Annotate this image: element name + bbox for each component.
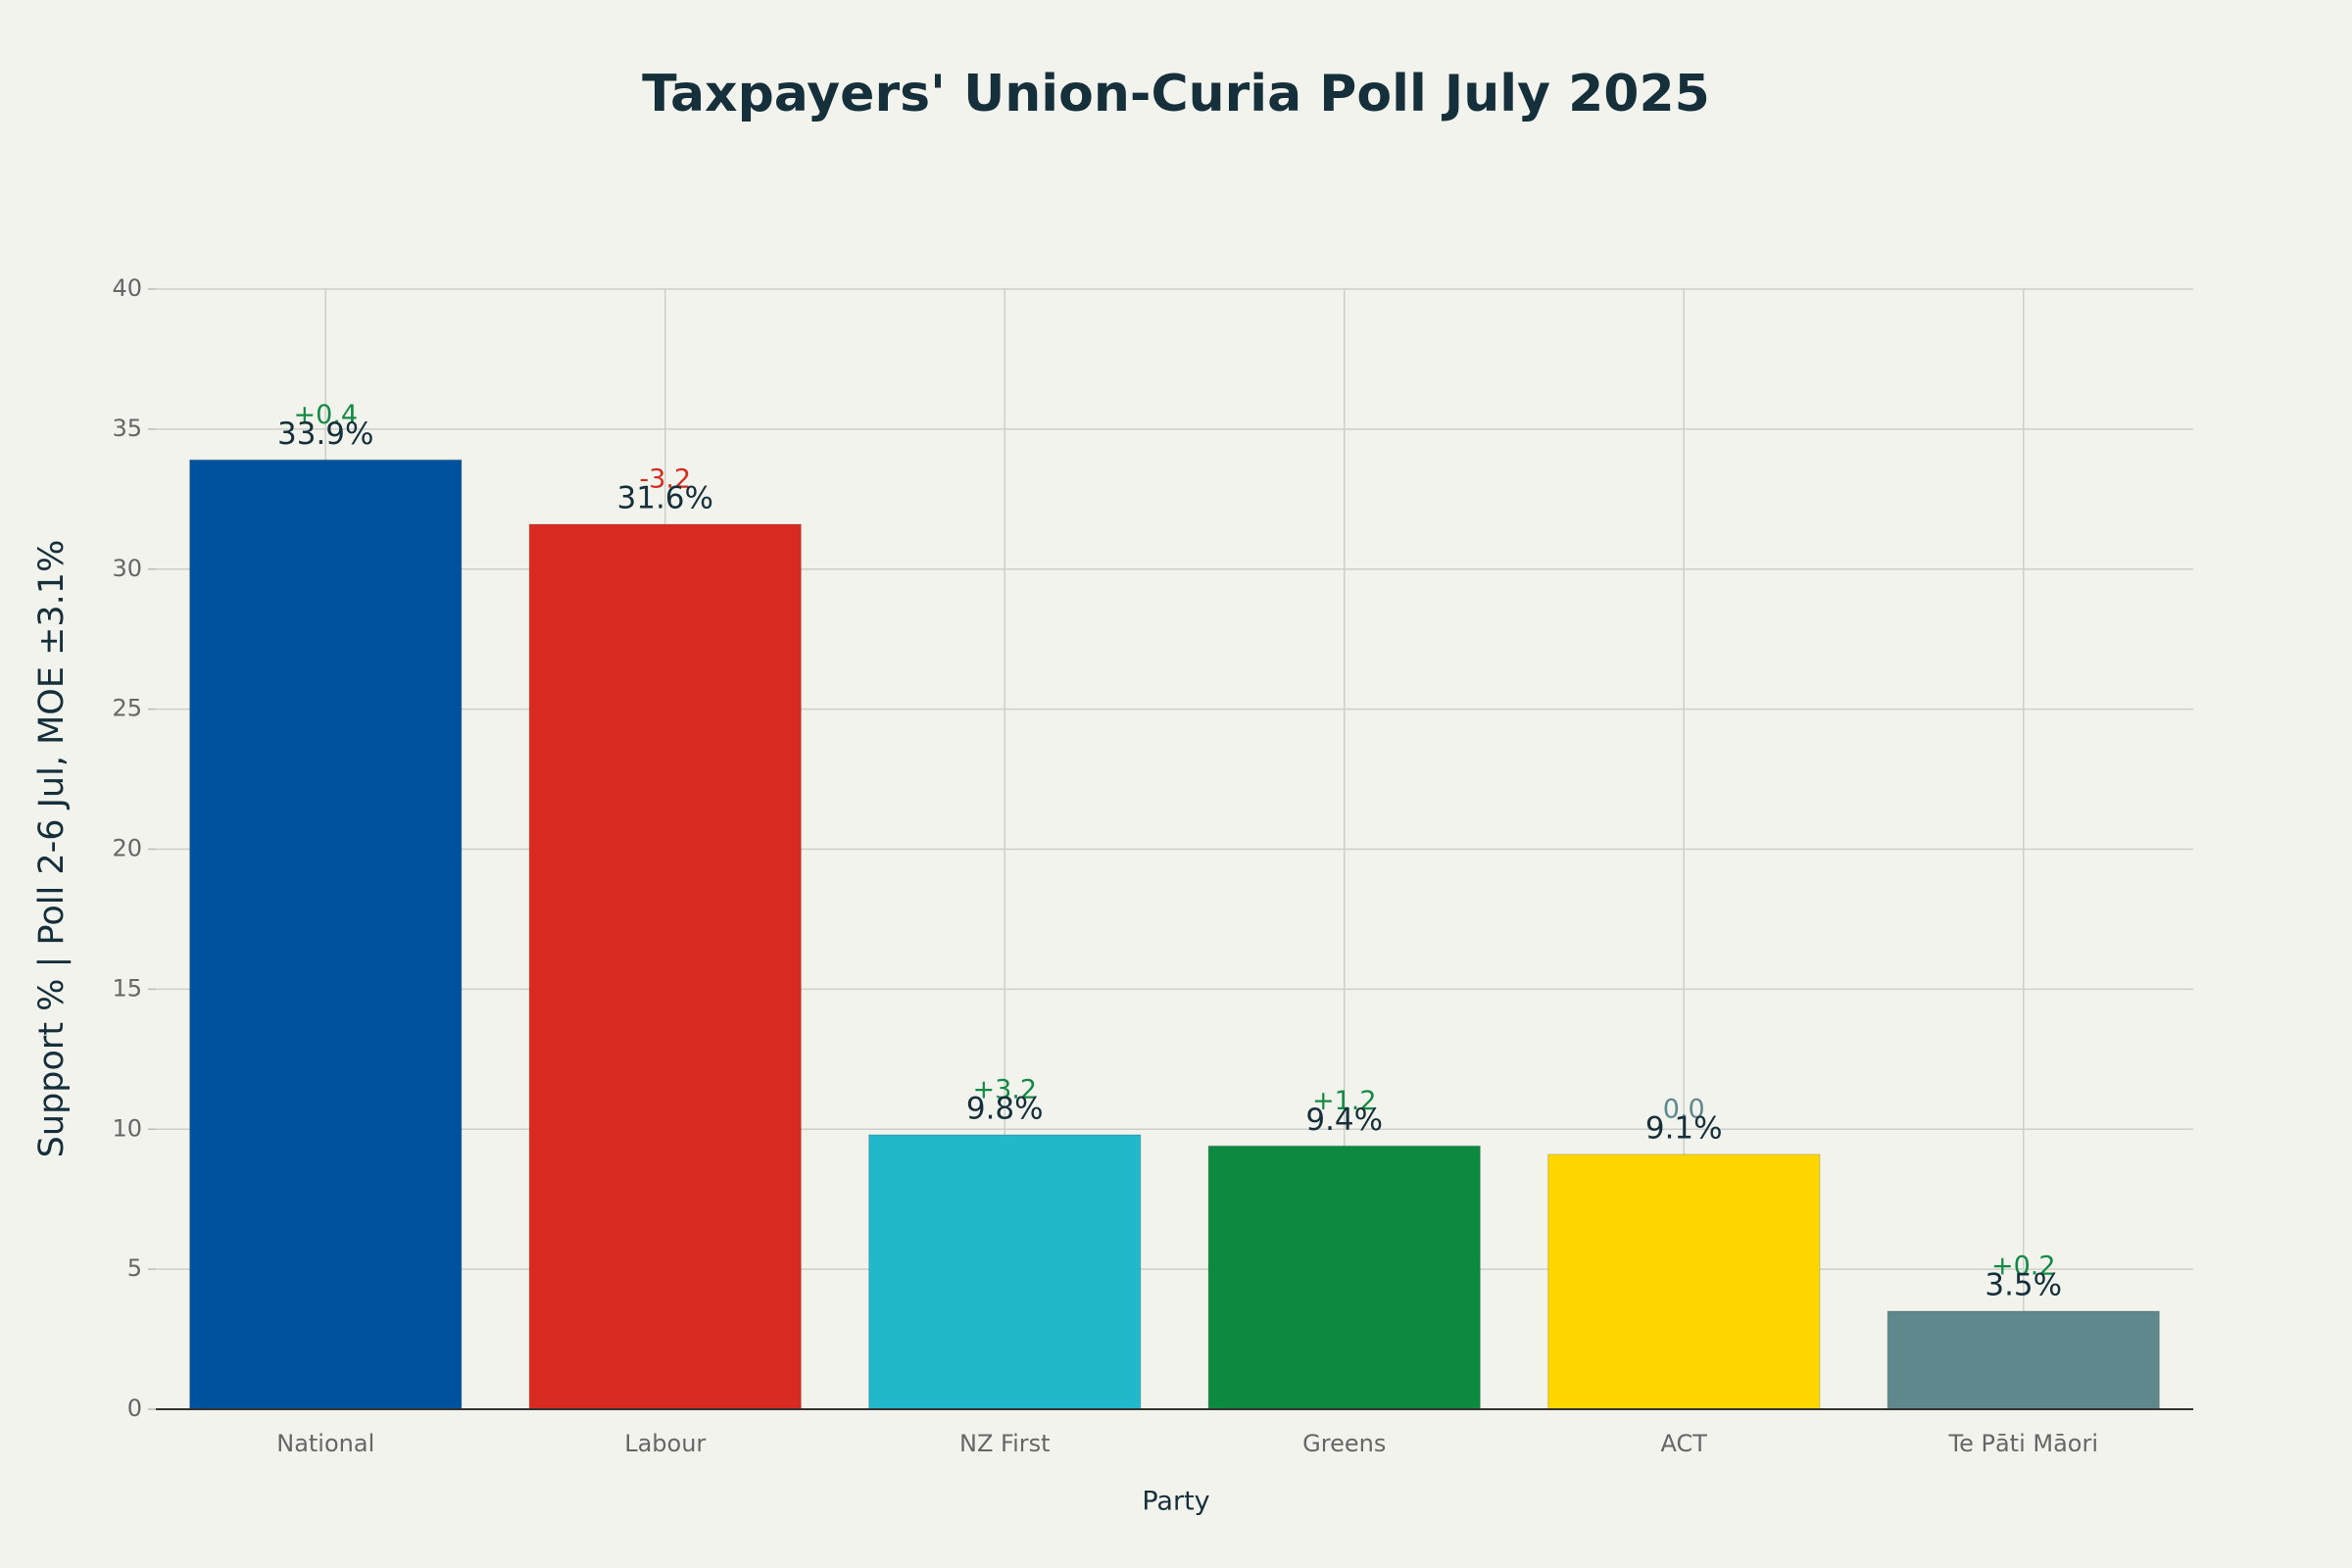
change-label: 0.0 (1663, 1094, 1705, 1124)
y-tick-label: 20 (112, 835, 142, 862)
change-label: +1.2 (1312, 1086, 1377, 1116)
x-tick-label: NZ First (959, 1430, 1051, 1457)
value-label: 9.8% (966, 1091, 1044, 1126)
y-tick-label: 5 (127, 1254, 142, 1282)
change-label: +3.2 (972, 1074, 1037, 1104)
bar (528, 523, 803, 1410)
value-label: 33.9% (277, 416, 373, 452)
value-label: 3.5% (1984, 1267, 2062, 1302)
chart-title: Taxpayers' Union-Curia Poll July 2025 (642, 65, 1710, 123)
bar (1886, 1310, 2161, 1410)
value-label: 31.6% (617, 481, 713, 516)
value-label: 9.4% (1305, 1102, 1383, 1138)
x-tick-label: ACT (1661, 1430, 1708, 1457)
x-tick-label: Te Pāti Māori (1948, 1430, 2099, 1457)
y-tick-label: 40 (112, 274, 142, 302)
y-tick-label: 10 (112, 1114, 142, 1142)
bar (1207, 1145, 1482, 1410)
change-label: -3.2 (639, 465, 691, 495)
y-tick-label: 35 (112, 415, 142, 442)
x-tick-label: National (276, 1430, 374, 1457)
y-tick-label: 15 (112, 974, 142, 1002)
y-tick-label: 0 (127, 1395, 142, 1422)
change-label: +0.4 (293, 400, 358, 430)
x-tick-label: Greens (1302, 1430, 1386, 1457)
y-axis-label: Support % | Poll 2-6 Jul, MOE ±3.1% (32, 540, 72, 1158)
y-tick-label: 30 (112, 555, 142, 582)
bar (188, 459, 463, 1410)
y-tick-label: 25 (112, 695, 142, 722)
change-label: +0.2 (1991, 1250, 2056, 1281)
value-label: 9.1% (1645, 1110, 1723, 1146)
x-axis-label: Party (1142, 1487, 1209, 1517)
bar (1546, 1153, 1821, 1410)
x-tick-label: Labour (624, 1430, 706, 1457)
bar (867, 1134, 1142, 1410)
